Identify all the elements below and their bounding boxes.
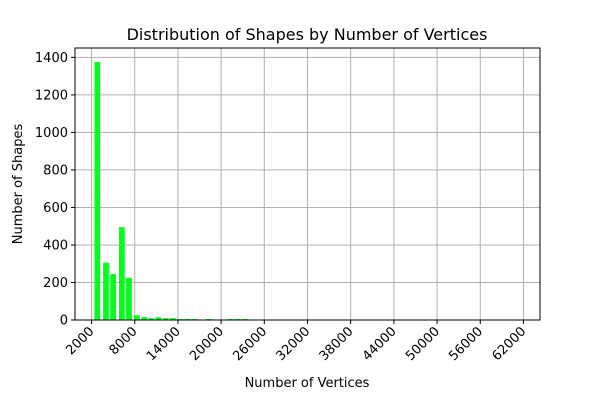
bar [141,317,147,320]
bars [94,62,248,320]
x-tick-label: 62000 [489,324,529,364]
chart-title: Distribution of Shapes by Number of Vert… [127,25,488,44]
bar [162,318,169,320]
x-tick-label: 44000 [360,324,400,364]
bar [110,274,117,320]
x-tick-label: 56000 [446,324,486,364]
y-tick-labels: 0 200 400 600 800 1000 1200 1400 [35,51,75,329]
grid-lines [75,48,540,321]
x-tick-labels: 2000 8000 14000 20000 26000 32000 38000 44000 50… [63,320,529,364]
bar [118,227,125,320]
bar [103,262,109,320]
y-tick-label: 0 [60,314,68,329]
x-tick-label: 8000 [107,324,141,358]
y-tick-label: 800 [43,163,68,178]
y-tick-label: 1400 [35,51,68,66]
bar [155,317,162,320]
y-tick-label: 1000 [35,126,68,141]
y-tick-label: 200 [43,276,68,291]
x-tick-label: 14000 [144,324,184,364]
x-tick-label: 2000 [63,324,97,358]
bar [126,277,132,320]
y-tick-label: 600 [43,201,68,216]
bar [94,62,101,320]
y-tick-label: 1200 [35,88,68,103]
bar [134,315,140,320]
x-tick-label: 20000 [187,324,227,364]
bar [148,318,155,320]
x-axis-label: Number of Vertices [245,376,370,391]
x-tick-label: 32000 [273,324,313,364]
y-tick-label: 400 [43,238,68,253]
x-tick-label: 50000 [403,324,443,364]
bar [170,318,176,320]
x-tick-label: 26000 [230,324,270,364]
x-tick-label: 38000 [317,324,357,364]
y-axis-label: Number of Shapes [11,124,26,245]
